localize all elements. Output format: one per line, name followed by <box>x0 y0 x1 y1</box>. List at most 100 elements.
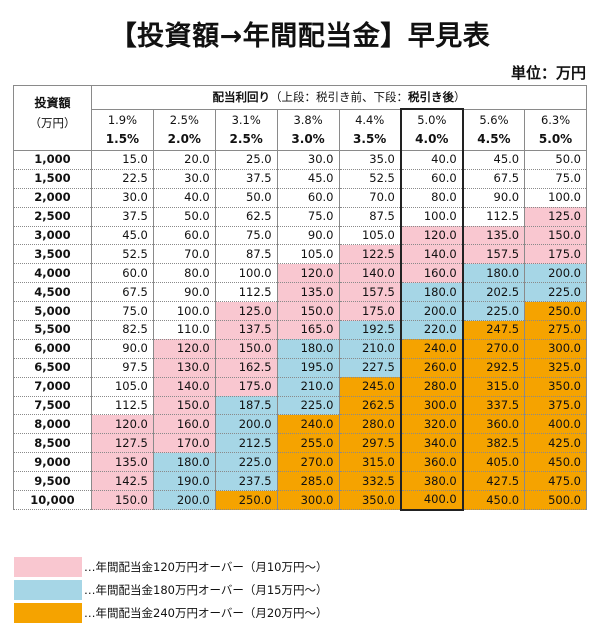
dividend-cell: 292.5 <box>462 357 526 378</box>
investment-cell: 8,000 <box>13 414 92 435</box>
investment-cell: 1,500 <box>13 168 92 189</box>
dividend-cell: 135.0 <box>91 452 154 473</box>
dividend-cell: 40.0 <box>399 150 464 170</box>
investment-cell: 3,500 <box>13 244 92 265</box>
dividend-cell: 75.0 <box>524 168 587 189</box>
dividend-cell: 300.0 <box>524 338 587 359</box>
dividend-cell: 150.0 <box>524 225 587 246</box>
dividend-cell: 140.0 <box>152 376 216 397</box>
dividend-cell: 337.5 <box>462 395 526 416</box>
dividend-cell: 100.0 <box>152 301 216 322</box>
dividend-cell: 120.0 <box>399 225 464 246</box>
investment-cell: 4,500 <box>13 282 92 303</box>
rate-pretax: 6.3% <box>540 112 571 127</box>
dividend-cell: 45.0 <box>91 225 154 246</box>
rate-header-cell: 3.1% 2.5% <box>214 108 278 151</box>
dividend-cell: 297.5 <box>338 433 402 454</box>
dividend-cell: 247.5 <box>462 320 526 340</box>
dividend-cell: 225.0 <box>276 395 340 416</box>
dividend-cell: 315.0 <box>338 452 402 473</box>
dividend-cell: 40.0 <box>152 187 216 208</box>
dividend-cell: 30.0 <box>152 168 216 189</box>
dividend-cell: 285.0 <box>276 471 340 492</box>
dividend-cell: 157.5 <box>462 244 526 265</box>
table-row: 9,000 135.0 180.0 225.0 270.0 315.0 360.0 405.0… <box>13 452 587 473</box>
dividend-cell: 70.0 <box>152 244 216 265</box>
legend-swatch <box>14 602 82 623</box>
table-row: 10,000 150.0 200.0 250.0 300.0 350.0 400.0 450.… <box>13 490 587 511</box>
rate-aftertax: 4.0% <box>415 132 449 146</box>
dividend-cell: 275.0 <box>524 320 587 340</box>
dividend-cell: 127.5 <box>91 433 154 454</box>
table-row: 8,000 120.0 160.0 200.0 240.0 280.0 320.0 360.0… <box>13 414 587 435</box>
dividend-cell: 90.0 <box>462 187 526 208</box>
investment-cell: 9,500 <box>13 471 92 492</box>
dividend-cell: 200.0 <box>399 301 464 322</box>
dividend-cell: 187.5 <box>214 395 278 416</box>
dividend-cell: 112.5 <box>91 395 154 416</box>
dividend-cell: 227.5 <box>338 357 402 378</box>
dividend-cell: 250.0 <box>214 490 278 511</box>
legend-swatch <box>14 579 82 600</box>
rate-aftertax: 3.5% <box>353 131 387 146</box>
investment-cell: 2,000 <box>13 187 92 208</box>
dividend-cell: 130.0 <box>152 357 216 378</box>
investment-cell: 5,000 <box>13 301 92 322</box>
dividend-cell: 120.0 <box>91 414 154 435</box>
dividend-cell: 270.0 <box>276 452 340 473</box>
investment-cell: 6,000 <box>13 338 92 359</box>
table-row: 3,500 52.5 70.0 87.5 105.0 122.5 140.0 157.5 175… <box>13 244 587 265</box>
dividend-cell: 315.0 <box>462 376 526 397</box>
yield-group-note: （上段：税引き前、下段： <box>270 89 408 104</box>
legend-text: …年間配当金120万円オーバー（月10万円～） <box>84 559 328 574</box>
dividend-cell: 180.0 <box>399 282 464 303</box>
legend-text: …年間配当金240万円オーバー（月20万円～） <box>84 605 328 620</box>
dividend-cell: 112.5 <box>214 282 278 303</box>
investment-cell: 2,500 <box>13 206 92 227</box>
dividend-cell: 160.0 <box>399 263 464 284</box>
dividend-cell: 382.5 <box>462 433 526 454</box>
rate-pretax: 5.6% <box>479 112 509 127</box>
investment-cell: 9,000 <box>13 452 92 473</box>
rate-pretax: 4.4% <box>355 112 385 127</box>
investment-cell: 7,500 <box>13 395 92 416</box>
dividend-cell: 90.0 <box>152 282 216 303</box>
dividend-cell: 245.0 <box>338 376 402 397</box>
dividend-cell: 90.0 <box>276 225 340 246</box>
dividend-cell: 180.0 <box>276 338 340 359</box>
dividend-cell: 45.0 <box>462 150 526 170</box>
dividend-cell: 30.0 <box>91 187 154 208</box>
dividend-cell: 400.0 <box>399 490 464 511</box>
dividend-cell: 105.0 <box>338 225 402 246</box>
dividend-cell: 360.0 <box>399 452 464 473</box>
dividend-cell: 260.0 <box>399 357 464 378</box>
dividend-cell: 180.0 <box>462 263 526 284</box>
dividend-cell: 60.0 <box>276 187 340 208</box>
dividend-cell: 30.0 <box>276 150 340 170</box>
dividend-cell: 75.0 <box>214 225 278 246</box>
table-row: 2,000 30.0 40.0 50.0 60.0 70.0 80.0 90.0 100.0 <box>13 187 587 208</box>
rate-aftertax: 3.0% <box>291 131 325 146</box>
table-row: 4,500 67.5 90.0 112.5 135.0 157.5 180.0 202.5 22… <box>13 282 587 303</box>
legend-swatch <box>14 556 82 577</box>
table-row: 2,500 37.5 50.0 62.5 75.0 87.5 100.0 112.5 125.0 <box>13 206 587 227</box>
dividend-cell: 45.0 <box>276 168 340 189</box>
dividend-cell: 62.5 <box>214 206 278 227</box>
legend-item: …年間配当金240万円オーバー（月20万円～） <box>14 601 394 624</box>
dividend-cell: 110.0 <box>152 320 216 340</box>
dividend-cell: 50.0 <box>524 150 587 170</box>
dividend-cell: 192.5 <box>338 320 402 340</box>
dividend-cell: 212.5 <box>214 433 278 454</box>
rate-pretax: 3.1% <box>231 112 261 127</box>
dividend-cell: 97.5 <box>91 357 154 378</box>
dividend-cell: 450.0 <box>462 490 526 511</box>
dividend-cell: 80.0 <box>152 263 216 284</box>
dividend-cell: 60.0 <box>152 225 216 246</box>
dividend-cell: 160.0 <box>152 414 216 435</box>
dividend-cell: 175.0 <box>524 244 587 265</box>
dividend-cell: 280.0 <box>338 414 402 435</box>
dividend-cell: 250.0 <box>524 301 587 322</box>
dividend-cell: 75.0 <box>276 206 340 227</box>
legend-item: …年間配当金180万円オーバー（月15万円～） <box>14 578 394 601</box>
